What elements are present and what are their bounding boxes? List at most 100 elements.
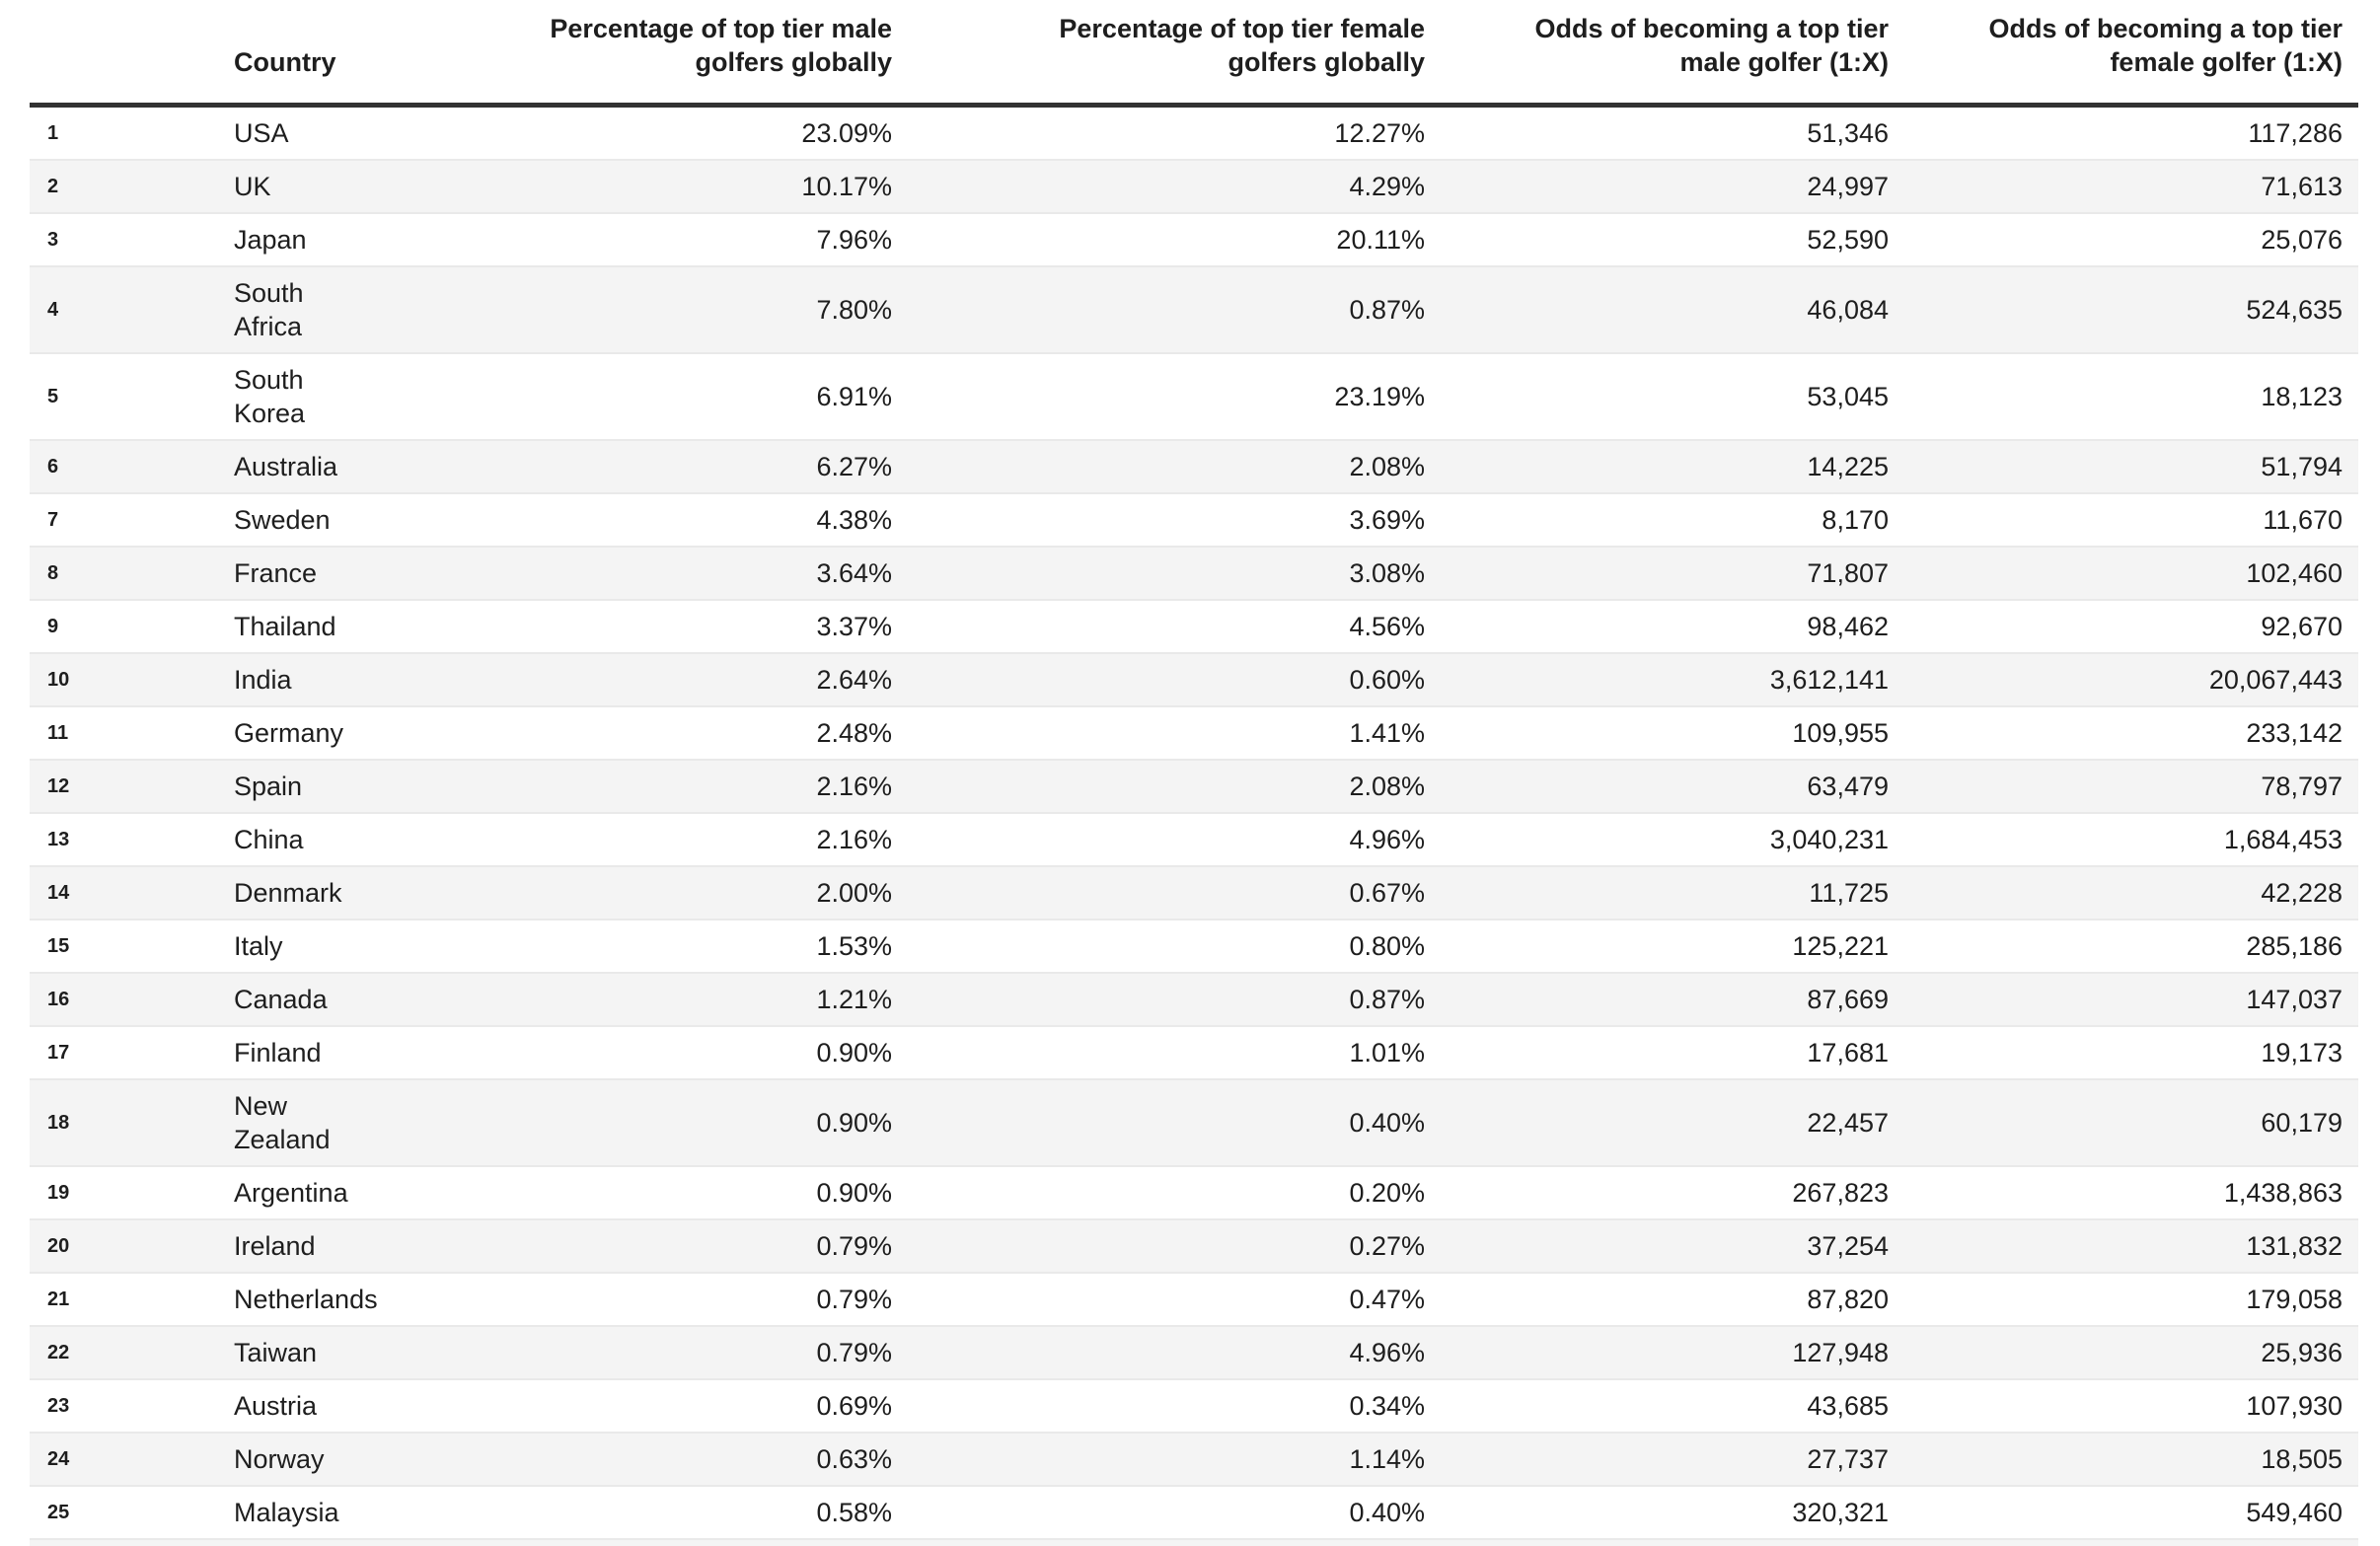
rank-cell: 9 [47, 616, 59, 637]
odds-male-cell: 8,170 [1822, 505, 1889, 535]
odds-female-cell: 42,228 [2261, 878, 2343, 908]
pct-male-cell: 2.00% [816, 878, 892, 908]
country-cell: Norway [234, 1444, 325, 1474]
rank-cell: 16 [47, 989, 70, 1010]
table-row: 9 Thailand 3.37% 4.56% 98,462 92,670 [30, 600, 2358, 653]
country-cell: Malaysia [234, 1498, 339, 1527]
rank-cell: 4 [47, 299, 59, 321]
header-row: Country Percentage of top tier male golf… [30, 0, 2358, 106]
rank-cell: 12 [47, 775, 70, 797]
odds-female-cell: 25,936 [2261, 1338, 2343, 1367]
country-cell: Australia [234, 452, 338, 481]
pct-male-cell: 2.48% [816, 718, 892, 748]
pct-male-cell: 2.64% [816, 665, 892, 695]
pct-female-cell: 0.67% [1349, 878, 1425, 908]
pct-female-cell: 1.14% [1349, 1444, 1425, 1474]
pct-male-cell: 0.90% [816, 1038, 892, 1067]
odds-female-cell: 18,123 [2261, 382, 2343, 411]
country-cell: France [234, 558, 318, 588]
table-row: 1 USA 23.09% 12.27% 51,346 117,286 [30, 105, 2358, 160]
odds-male-cell: 27,737 [1807, 1444, 1889, 1474]
table-row: 20 Ireland 0.79% 0.27% 37,254 131,832 [30, 1219, 2358, 1273]
odds-female-cell: 233,142 [2246, 718, 2343, 748]
odds-male-cell: 51,346 [1807, 118, 1889, 148]
odds-female-cell: 71,613 [2261, 172, 2343, 201]
rank-cell: 17 [47, 1042, 70, 1064]
pct-female-cell: 4.56% [1349, 612, 1425, 641]
country-cell: Austria [234, 1391, 318, 1421]
odds-female-cell: 20,067,443 [2208, 665, 2343, 695]
rank-cell: 20 [47, 1235, 70, 1257]
header-rank [30, 0, 234, 106]
odds-female-cell: 524,635 [2246, 295, 2343, 325]
header-pct-female: Percentage of top tier female golfers gl… [1059, 14, 1425, 77]
rank-cell: 5 [47, 386, 59, 407]
country-cell: Argentina [234, 1178, 348, 1208]
table-row: 7 Sweden 4.38% 3.69% 8,170 11,670 [30, 493, 2358, 547]
table-row: 22 Taiwan 0.79% 4.96% 127,948 25,936 [30, 1326, 2358, 1379]
rank-cell: 8 [47, 562, 59, 584]
odds-male-cell: 267,823 [1792, 1178, 1889, 1208]
pct-female-cell: 0.80% [1349, 931, 1425, 961]
rank-cell: 18 [47, 1112, 70, 1134]
odds-male-cell: 14,225 [1807, 452, 1889, 481]
pct-female-cell: 0.34% [1349, 1391, 1425, 1421]
pct-female-cell: 3.69% [1349, 505, 1425, 535]
pct-male-cell: 0.79% [816, 1285, 892, 1314]
odds-female-cell: 60,179 [2261, 1108, 2343, 1138]
country-cell: Finland [234, 1038, 322, 1067]
rank-cell: 22 [47, 1342, 70, 1363]
country-cell: UK [234, 172, 271, 201]
rank-cell: 25 [47, 1502, 70, 1523]
pct-female-cell: 4.29% [1349, 172, 1425, 201]
odds-male-cell: 52,590 [1807, 225, 1889, 255]
odds-male-cell: 3,612,141 [1769, 665, 1889, 695]
rank-cell: 6 [47, 456, 59, 478]
pct-male-cell: 0.79% [816, 1231, 892, 1261]
table-row: 11 Germany 2.48% 1.41% 109,955 233,142 [30, 706, 2358, 760]
odds-male-cell: 320,321 [1792, 1498, 1889, 1527]
odds-male-cell: 46,084 [1807, 295, 1889, 325]
pct-female-cell: 0.20% [1349, 1178, 1425, 1208]
table-row: 15 Italy 1.53% 0.80% 125,221 285,186 [30, 920, 2358, 973]
pct-male-cell: 6.27% [816, 452, 892, 481]
table-body: 1 USA 23.09% 12.27% 51,346 117,286 2 UK 10.17% 4.… [30, 105, 2358, 1538]
table-row: 13 China 2.16% 4.96% 3,040,231 1,684,453 [30, 813, 2358, 866]
pct-female-cell: 2.08% [1349, 452, 1425, 481]
pct-male-cell: 0.79% [816, 1338, 892, 1367]
header-odds-male: Odds of becoming a top tier male golfer … [1534, 14, 1889, 77]
odds-male-cell: 53,045 [1807, 382, 1889, 411]
odds-male-cell: 98,462 [1807, 612, 1889, 641]
country-cell: India [234, 665, 292, 695]
odds-male-cell: 87,820 [1807, 1285, 1889, 1314]
table-row: 18 New Zealand 0.90% 0.40% 22,457 60,179 [30, 1079, 2358, 1166]
pct-female-cell: 20.11% [1336, 225, 1425, 255]
pct-female-cell: 0.27% [1349, 1231, 1425, 1261]
odds-female-cell: 92,670 [2261, 612, 2343, 641]
rank-cell: 15 [47, 935, 70, 957]
table-row: 8 France 3.64% 3.08% 71,807 102,460 [30, 547, 2358, 600]
table-row: 5 South Korea 6.91% 23.19% 53,045 18,123 [30, 353, 2358, 440]
table-row: 6 Australia 6.27% 2.08% 14,225 51,794 [30, 440, 2358, 493]
table-row: 14 Denmark 2.00% 0.67% 11,725 42,228 [30, 866, 2358, 920]
odds-female-cell: 51,794 [2261, 452, 2343, 481]
rank-cell: 23 [47, 1395, 70, 1417]
odds-male-cell: 87,669 [1807, 985, 1889, 1014]
table-row: 23 Austria 0.69% 0.34% 43,685 107,930 [30, 1379, 2358, 1433]
odds-female-cell: 117,286 [2248, 118, 2343, 148]
country-cell: Ireland [234, 1231, 316, 1261]
pct-male-cell: 1.53% [816, 931, 892, 961]
country-cell: South Africa [234, 278, 304, 341]
pct-female-cell: 0.87% [1349, 985, 1425, 1014]
pct-male-cell: 0.63% [816, 1444, 892, 1474]
country-cell: Taiwan [234, 1338, 318, 1367]
table-row: 10 India 2.64% 0.60% 3,612,141 20,067,443 [30, 653, 2358, 706]
pct-male-cell: 1.21% [816, 985, 892, 1014]
odds-male-cell: 71,807 [1807, 558, 1889, 588]
pct-male-cell: 6.91% [816, 382, 892, 411]
odds-male-cell: 125,221 [1792, 931, 1889, 961]
rank-cell: 13 [47, 829, 70, 850]
country-cell: Denmark [234, 878, 342, 908]
country-cell: Germany [234, 718, 344, 748]
pct-female-cell: 1.41% [1349, 718, 1425, 748]
